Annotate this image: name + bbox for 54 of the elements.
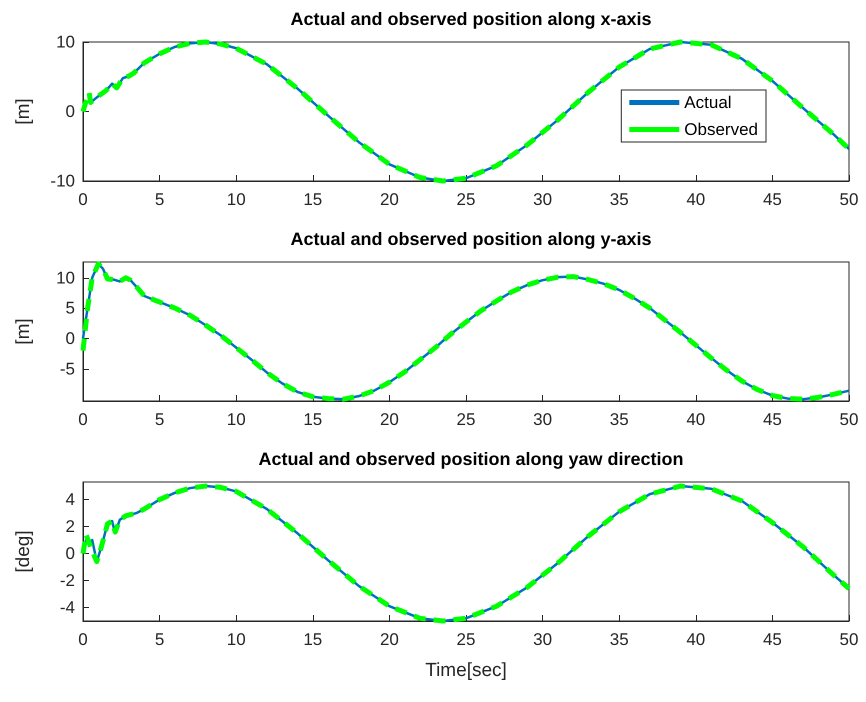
y-tick-label: 10 bbox=[56, 268, 75, 288]
x-tick-label: 0 bbox=[78, 410, 88, 429]
y-tick-label: -10 bbox=[50, 172, 75, 190]
x-tick-label: 50 bbox=[840, 410, 858, 429]
x-tick-label: 50 bbox=[840, 190, 858, 209]
x-tick-label: 35 bbox=[610, 190, 629, 209]
y-tick-label: 2 bbox=[66, 517, 75, 536]
x-tick-label: 5 bbox=[154, 410, 164, 429]
x-tick-label: 0 bbox=[78, 190, 88, 209]
x-axis-title: Time[sec] bbox=[425, 660, 507, 681]
x-tick-label: 5 bbox=[154, 630, 164, 649]
x-tick-label: 25 bbox=[456, 410, 476, 429]
y-tick-label: 4 bbox=[66, 490, 75, 510]
x-tick-label: 45 bbox=[762, 630, 782, 649]
x-tick-label: 25 bbox=[456, 190, 476, 209]
x-tick-label: 30 bbox=[533, 630, 552, 649]
x-tick-label: 50 bbox=[840, 630, 858, 649]
y-axis-title: [deg] bbox=[13, 530, 34, 573]
y-tick-label: 0 bbox=[66, 102, 75, 121]
x-tick-label: 20 bbox=[380, 410, 399, 429]
y-tick-label: 10 bbox=[56, 32, 75, 52]
y-tick-label: 0 bbox=[66, 544, 75, 564]
y-tick-label: 5 bbox=[66, 298, 75, 318]
y-axis-title: [m] bbox=[13, 98, 34, 125]
x-tick-label: 30 bbox=[533, 190, 552, 209]
x-tick-label: 10 bbox=[226, 190, 246, 209]
y-tick-label: -4 bbox=[60, 598, 75, 618]
x-tick-label: 35 bbox=[610, 630, 629, 649]
x-tick-label: 35 bbox=[610, 410, 629, 429]
x-tick-label: 15 bbox=[303, 630, 322, 649]
y-tick-label: -5 bbox=[60, 359, 75, 378]
x-tick-label: 30 bbox=[533, 410, 552, 429]
x-tick-label: 10 bbox=[226, 630, 246, 649]
chart-title: Actual and observed position along y-axis bbox=[290, 229, 652, 249]
y-tick-label: -2 bbox=[60, 571, 75, 590]
legend-label: Actual bbox=[684, 93, 732, 112]
chart-title: Actual and observed position along x-axis bbox=[290, 9, 652, 29]
x-tick-label: 20 bbox=[380, 630, 399, 649]
x-tick-label: 45 bbox=[762, 190, 782, 209]
x-tick-label: 40 bbox=[686, 190, 706, 209]
x-tick-label: 10 bbox=[226, 410, 246, 429]
chart-title: Actual and observed position along yaw direction bbox=[258, 449, 684, 469]
y-tick-label: 0 bbox=[66, 328, 75, 348]
x-tick-label: 15 bbox=[303, 410, 322, 429]
x-tick-label: 20 bbox=[380, 190, 399, 209]
x-tick-label: 5 bbox=[154, 190, 164, 209]
x-tick-label: 40 bbox=[686, 630, 706, 649]
x-tick-label: 15 bbox=[303, 190, 322, 209]
x-tick-label: 25 bbox=[456, 630, 476, 649]
legend-label: Observed bbox=[684, 120, 758, 139]
x-tick-label: 45 bbox=[762, 410, 782, 429]
x-tick-label: 0 bbox=[78, 630, 88, 649]
y-axis-title: [m] bbox=[13, 318, 34, 345]
x-tick-label: 40 bbox=[686, 410, 706, 429]
